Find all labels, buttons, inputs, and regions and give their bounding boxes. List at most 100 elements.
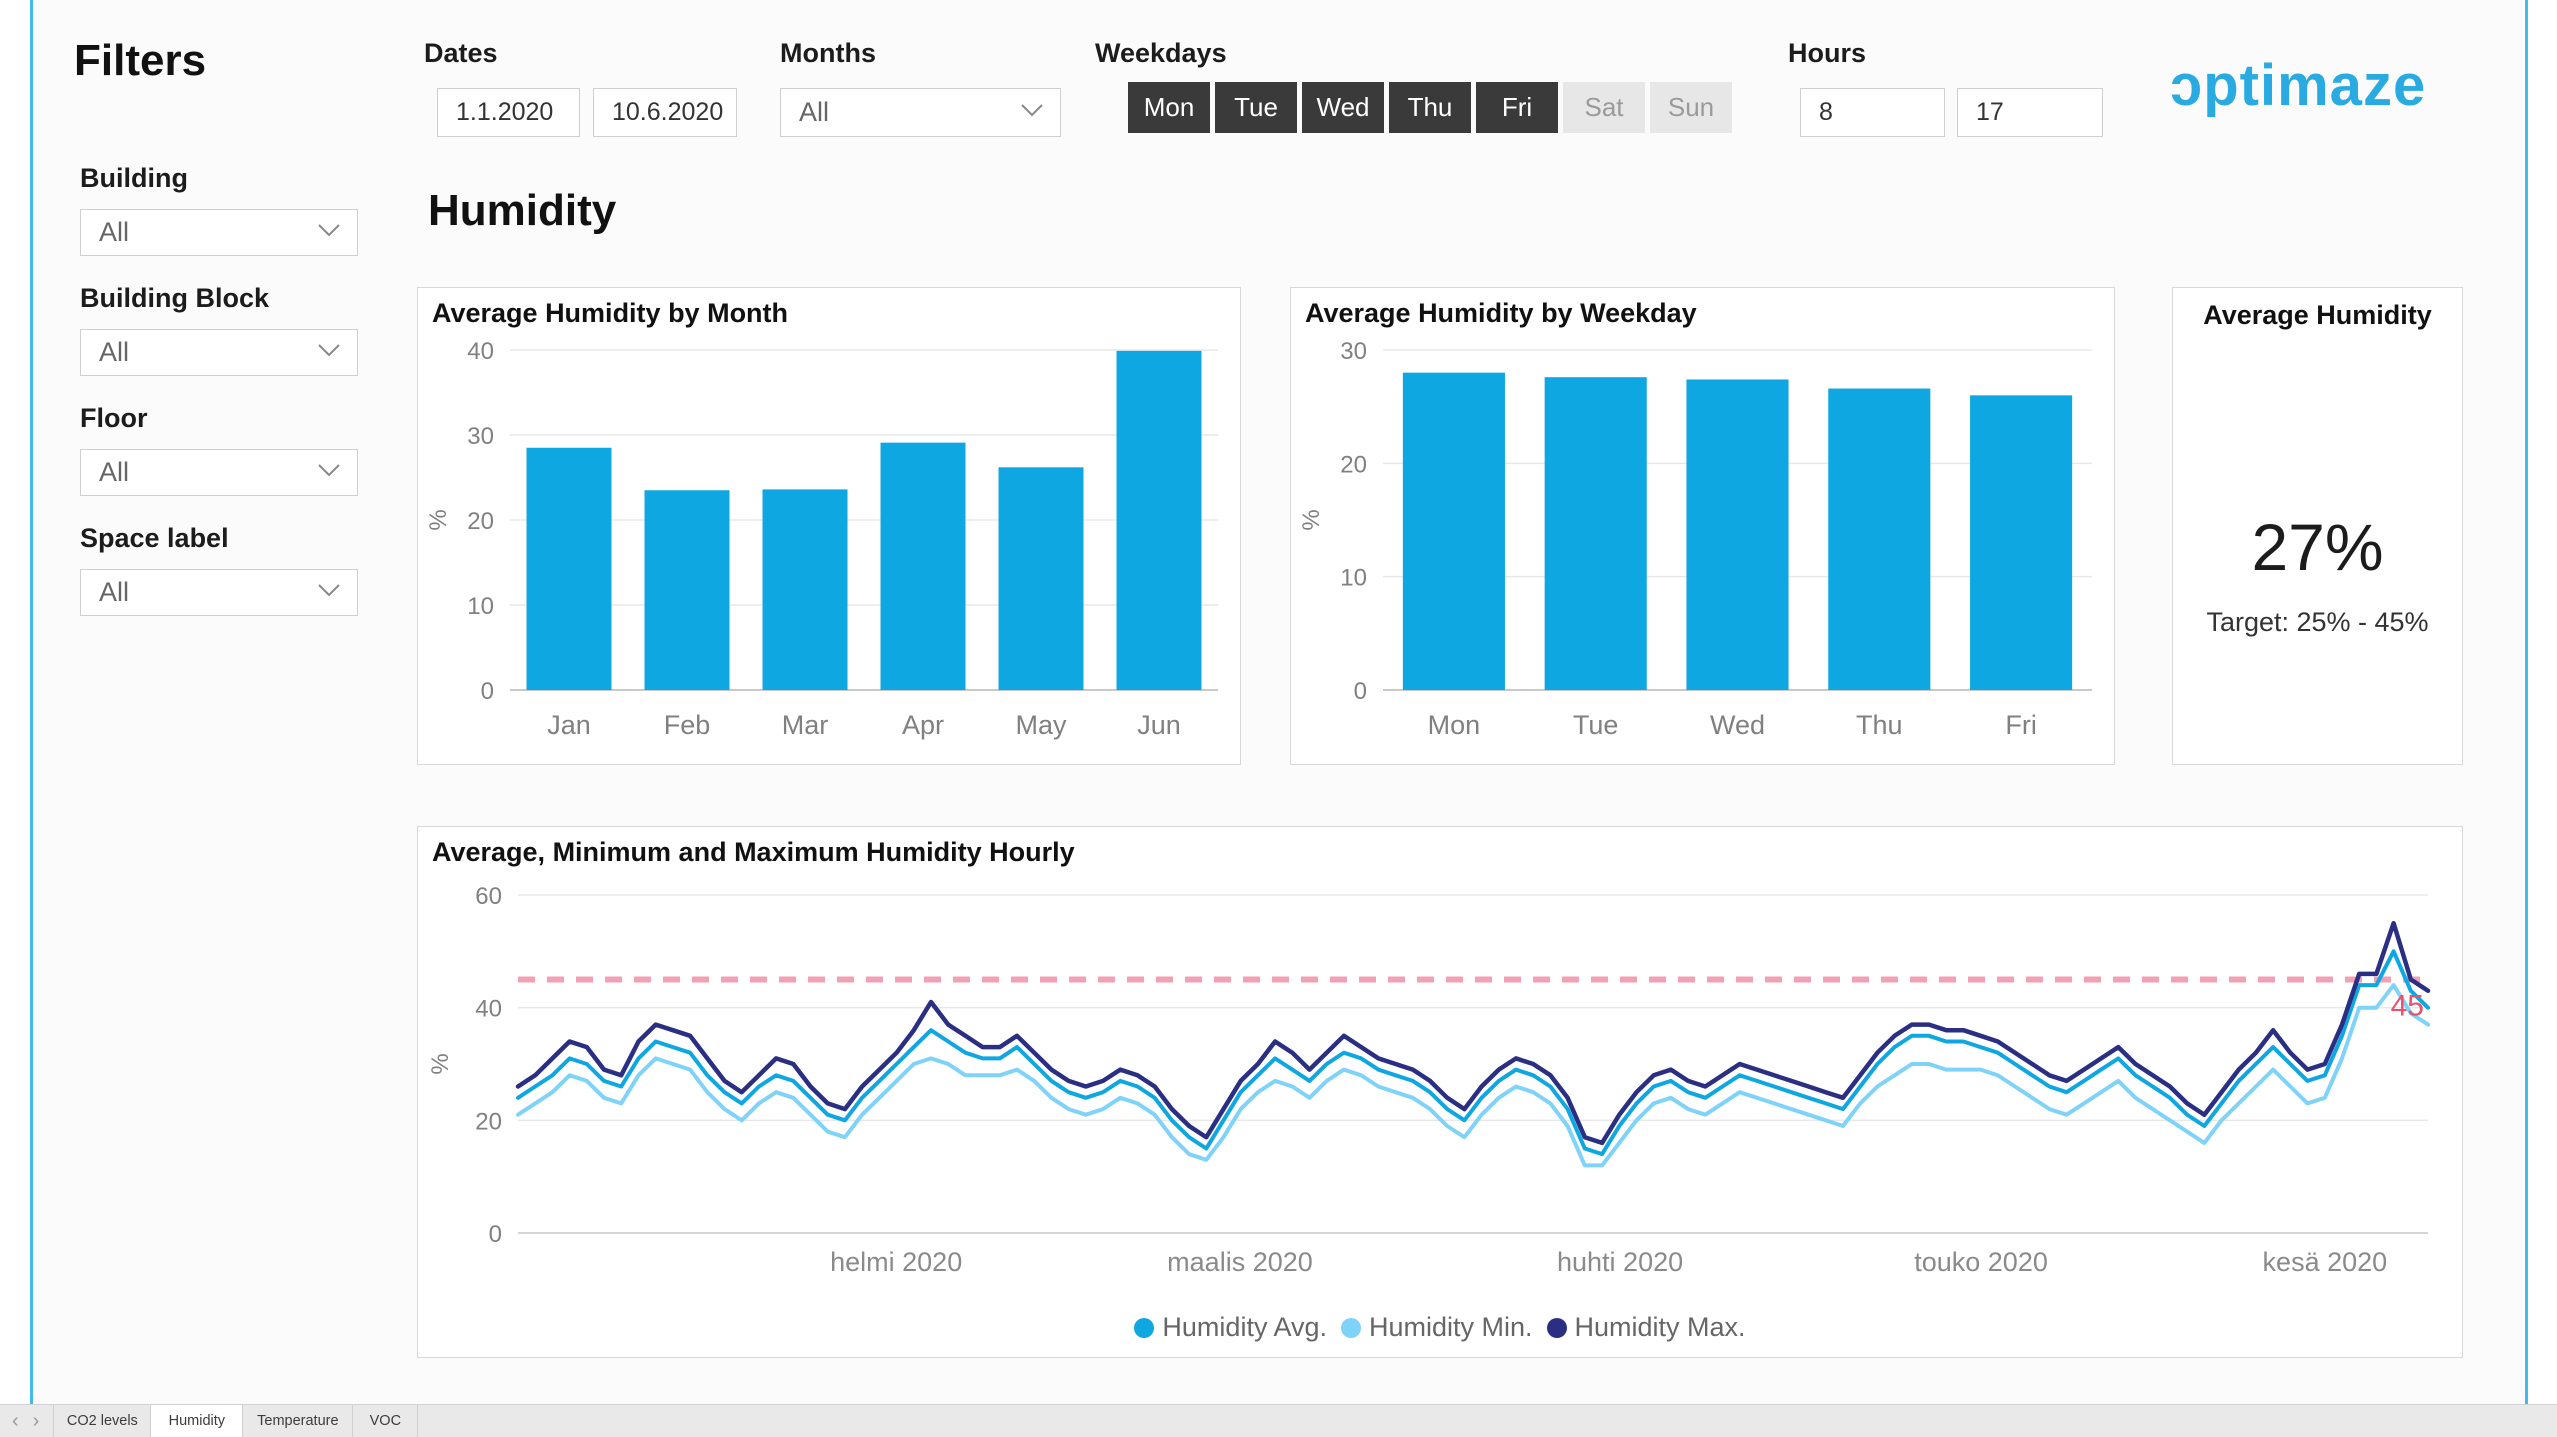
svg-text:30: 30 <box>467 423 494 450</box>
card-average-humidity-kpi: Average Humidity 27% Target: 25% - 45% <box>2172 287 2463 765</box>
filter-group-building: Building All <box>80 163 358 256</box>
svg-text:Mar: Mar <box>782 710 829 740</box>
tab-temperature[interactable]: Temperature <box>243 1405 354 1437</box>
months-dropdown[interactable]: All <box>780 88 1061 137</box>
svg-text:Jun: Jun <box>1137 710 1181 740</box>
hourly-line-chart[interactable]: 0 20 40 60% helmi 2020 maalis 2020 huhti 2020 t… <box>418 871 2462 1295</box>
legend-item-humidity-max-[interactable]: Humidity Max. <box>1546 1312 1746 1343</box>
next-page-icon[interactable]: › <box>32 1410 40 1432</box>
legend-label: Humidity Avg. <box>1162 1312 1327 1342</box>
month-bar-chart[interactable]: 0 10 20 30 40% Jan Feb Mar Apr May Jun <box>418 332 1240 764</box>
filter-dropdown-space-label[interactable]: All <box>80 569 358 616</box>
svg-text:0: 0 <box>489 1221 502 1248</box>
weekday-button-fri[interactable]: Fri <box>1476 82 1558 133</box>
weekday-button-wed[interactable]: Wed <box>1302 82 1384 133</box>
svg-text:20: 20 <box>475 1108 502 1135</box>
bar-mar <box>762 489 848 690</box>
filter-group-building-block: Building Block All <box>80 283 358 376</box>
page-title: Humidity <box>428 186 617 235</box>
svg-text:Wed: Wed <box>1710 710 1765 740</box>
dropdown-value: All <box>99 337 130 367</box>
hours-start-input[interactable] <box>1800 88 1945 137</box>
chevron-down-icon <box>1020 103 1044 123</box>
months-label: Months <box>780 38 876 68</box>
chevron-down-icon <box>317 463 341 483</box>
legend-dot-icon <box>1341 1317 1361 1338</box>
months-dropdown-value: All <box>799 97 830 127</box>
svg-text:60: 60 <box>475 883 502 910</box>
chevron-down-icon <box>317 583 341 603</box>
legend-label: Humidity Max. <box>1574 1312 1746 1342</box>
optimaze-logo: ɔptimaze <box>2170 53 2427 118</box>
legend-item-humidity-avg-[interactable]: Humidity Avg. <box>1134 1312 1327 1343</box>
bar-apr <box>880 442 966 690</box>
chart-legend: Humidity Avg. Humidity Min. Humidity Max. <box>418 1312 2462 1343</box>
svg-text:Apr: Apr <box>902 710 944 740</box>
page-tab-bar: ‹ › CO2 levels Humidity Temperature VOC <box>0 1404 2557 1437</box>
filter-dropdown-floor[interactable]: All <box>80 449 358 496</box>
filter-dropdown-building-block[interactable]: All <box>80 329 358 376</box>
filter-label: Space label <box>80 523 229 553</box>
svg-text:helmi 2020: helmi 2020 <box>830 1247 962 1277</box>
kpi-value: 27% <box>2251 510 2384 584</box>
dropdown-value: All <box>99 577 130 607</box>
card-avg-humidity-by-weekday: Average Humidity by Weekday 0 10 20 30% Mon T… <box>1290 287 2115 765</box>
svg-text:30: 30 <box>1340 338 1367 365</box>
svg-text:Jan: Jan <box>547 710 591 740</box>
weekday-button-thu[interactable]: Thu <box>1389 82 1471 133</box>
kpi-target-range: Target: 25% - 45% <box>2206 607 2429 637</box>
tab-nav-arrows: ‹ › <box>0 1405 53 1437</box>
weekdays-label: Weekdays <box>1095 38 1227 68</box>
svg-text:20: 20 <box>1340 451 1367 478</box>
filter-group-floor: Floor All <box>80 403 358 496</box>
card-humidity-hourly: Average, Minimum and Maximum Humidity Ho… <box>417 826 2463 1358</box>
line-humidity-min- <box>516 983 2430 1168</box>
bar-fri <box>1970 395 2073 690</box>
svg-text:Feb: Feb <box>664 710 711 740</box>
svg-text:40: 40 <box>475 996 502 1023</box>
weekday-button-sun[interactable]: Sun <box>1650 82 1732 133</box>
dropdown-value: All <box>99 217 130 247</box>
weekday-button-tue[interactable]: Tue <box>1215 82 1297 133</box>
chevron-down-icon <box>317 223 341 243</box>
svg-text:%: % <box>427 1053 454 1074</box>
bar-jan <box>526 447 612 690</box>
weekday-bar-chart[interactable]: 0 10 20 30% Mon Tue Wed Thu Fri <box>1291 332 2114 764</box>
bar-mon <box>1402 372 1505 690</box>
bar-tue <box>1544 377 1647 690</box>
filter-group-space-label: Space label All <box>80 523 358 616</box>
svg-text:Fri: Fri <box>2005 710 2036 740</box>
svg-text:Mon: Mon <box>1428 710 1481 740</box>
weekday-button-group: Mon Tue Wed Thu Fri Sat Sun <box>1128 82 1732 133</box>
chart-title-hourly: Average, Minimum and Maximum Humidity Ho… <box>432 837 1075 867</box>
svg-text:touko 2020: touko 2020 <box>1914 1247 2048 1277</box>
svg-text:20: 20 <box>467 508 494 535</box>
bar-wed <box>1686 379 1789 690</box>
prev-page-icon[interactable]: ‹ <box>12 1410 19 1432</box>
tab-voc[interactable]: VOC <box>353 1405 419 1437</box>
svg-text:maalis 2020: maalis 2020 <box>1167 1247 1313 1277</box>
svg-text:10: 10 <box>467 593 494 620</box>
hours-end-input[interactable] <box>1957 88 2103 137</box>
svg-text:0: 0 <box>481 678 494 705</box>
date-end-input[interactable] <box>593 88 737 137</box>
hours-label: Hours <box>1788 38 1867 68</box>
tab-co2-levels[interactable]: CO2 levels <box>53 1405 152 1437</box>
weekday-button-mon[interactable]: Mon <box>1128 82 1210 133</box>
weekday-button-sat[interactable]: Sat <box>1563 82 1645 133</box>
filter-label: Building <box>80 163 188 193</box>
filter-label: Floor <box>80 403 148 433</box>
svg-text:0: 0 <box>1354 678 1367 705</box>
dropdown-value: All <box>99 457 130 487</box>
tab-humidity[interactable]: Humidity <box>151 1405 244 1437</box>
svg-text:45: 45 <box>2391 990 2424 1023</box>
svg-text:huhti 2020: huhti 2020 <box>1557 1247 1683 1277</box>
date-start-input[interactable] <box>437 88 580 137</box>
legend-label: Humidity Min. <box>1369 1312 1533 1342</box>
legend-item-humidity-min-[interactable]: Humidity Min. <box>1341 1312 1533 1343</box>
filter-dropdown-building[interactable]: All <box>80 209 358 256</box>
bar-jun <box>1116 350 1202 690</box>
tab-strip: CO2 levels Humidity Temperature VOC <box>53 1405 419 1437</box>
svg-text:Thu: Thu <box>1856 710 1903 740</box>
